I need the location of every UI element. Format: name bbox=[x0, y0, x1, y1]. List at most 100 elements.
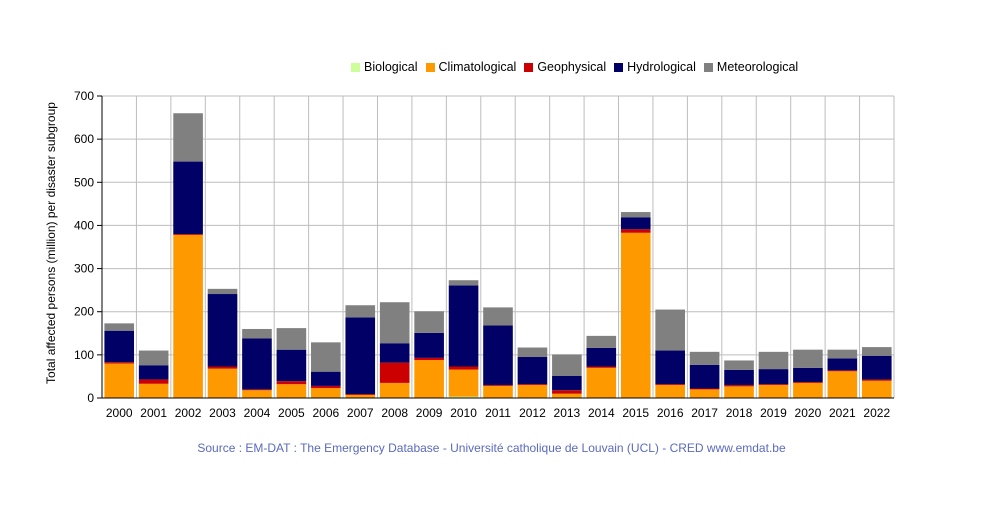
bar-segment-geophysical bbox=[173, 234, 203, 235]
x-tick-label: 2009 bbox=[416, 406, 443, 420]
bar-segment-climatological bbox=[655, 385, 685, 398]
x-tick-label: 2022 bbox=[863, 406, 890, 420]
bar-segment-meteorological bbox=[207, 288, 238, 295]
bar-segment-geophysical bbox=[861, 379, 892, 381]
bar-segment-biological bbox=[448, 396, 479, 398]
bar-segment-meteorological bbox=[414, 311, 444, 333]
legend-item-biological: Biological bbox=[351, 60, 418, 74]
bar-segment-geophysical bbox=[345, 394, 376, 395]
bar-segment-hydrological bbox=[517, 357, 548, 385]
bar-segment-meteorological bbox=[586, 335, 617, 348]
bar-segment-climatological bbox=[620, 232, 651, 398]
x-tick-label: 2018 bbox=[726, 406, 753, 420]
bar-segment-climatological bbox=[517, 385, 548, 398]
bar-segment-hydrological bbox=[448, 285, 479, 367]
bar-segment-hydrological bbox=[793, 367, 823, 383]
bar-segment-geophysical bbox=[207, 366, 238, 369]
bar-segment-hydrological bbox=[104, 330, 135, 363]
bar-segment-hydrological bbox=[483, 325, 513, 386]
x-tick-label: 2001 bbox=[140, 406, 167, 420]
bar-segment-climatological bbox=[345, 394, 376, 398]
bar-segment-geophysical bbox=[242, 389, 272, 391]
bar-segment-geophysical bbox=[758, 384, 789, 386]
x-tick-label: 2019 bbox=[760, 406, 787, 420]
bar-segment-meteorological bbox=[827, 349, 858, 359]
bar-segment-meteorological bbox=[483, 307, 513, 326]
bar-segment-climatological bbox=[104, 363, 135, 398]
bar-segment-meteorological bbox=[517, 347, 548, 358]
bar-segment-hydrological bbox=[758, 369, 789, 385]
bar-segment-climatological bbox=[173, 234, 203, 398]
x-tick-label: 2008 bbox=[381, 406, 408, 420]
x-tick-label: 2020 bbox=[795, 406, 822, 420]
bar-segment-meteorological bbox=[689, 351, 720, 365]
legend-label: Hydrological bbox=[627, 60, 696, 74]
legend-label: Geophysical bbox=[537, 60, 607, 74]
bar-segment-climatological bbox=[138, 383, 169, 398]
bar-segment-climatological bbox=[552, 393, 582, 398]
bar-segment-climatological bbox=[276, 384, 307, 398]
axes: 0 100 200 300 400 500 600 700 2000 2001 2002 2003 20… bbox=[74, 89, 894, 420]
bar-segment-hydrological bbox=[724, 369, 754, 386]
bar-segment-geophysical bbox=[655, 384, 685, 386]
bar-segment-geophysical bbox=[827, 370, 858, 372]
bar-segment-geophysical bbox=[104, 362, 135, 364]
bar-segment-geophysical bbox=[311, 385, 341, 389]
bar-segment-meteorological bbox=[655, 309, 685, 351]
bar-segment-hydrological bbox=[173, 161, 203, 235]
y-tick-label: 400 bbox=[74, 218, 94, 232]
legend-swatch bbox=[524, 62, 534, 72]
bar-segment-hydrological bbox=[207, 294, 238, 367]
bar-segment-meteorological bbox=[552, 354, 582, 376]
bar-segment-hydrological bbox=[827, 358, 858, 371]
x-tick-label: 2005 bbox=[278, 406, 305, 420]
bar-segment-hydrological bbox=[379, 343, 410, 363]
bar-segment-geophysical bbox=[276, 381, 307, 385]
bar-segment-climatological bbox=[827, 371, 858, 398]
legend-swatch bbox=[425, 62, 435, 72]
x-tick-label: 2000 bbox=[106, 406, 133, 420]
bar-segment-hydrological bbox=[655, 350, 685, 385]
bar-segment-geophysical bbox=[483, 385, 513, 386]
bar-segment-geophysical bbox=[724, 385, 754, 387]
x-tick-label: 2021 bbox=[829, 406, 856, 420]
bar-segment-meteorological bbox=[173, 113, 203, 162]
y-tick-label: 100 bbox=[74, 348, 94, 362]
bar-segment-meteorological bbox=[861, 347, 892, 356]
source-note: Source : EM-DAT : The Emergency Database… bbox=[197, 441, 786, 455]
bar-segment-hydrological bbox=[414, 332, 444, 358]
x-tick-label: 2013 bbox=[554, 406, 581, 420]
bar-segment-hydrological bbox=[311, 371, 341, 386]
bar-segment-meteorological bbox=[104, 323, 135, 331]
bar-segment-meteorological bbox=[724, 360, 754, 370]
bar-segment-meteorological bbox=[379, 302, 410, 344]
legend-swatch bbox=[351, 62, 360, 72]
legend-item-climatological: Climatological bbox=[425, 60, 517, 74]
legend-item-meteorological: Meteorological bbox=[703, 60, 799, 74]
bar-segment-climatological bbox=[793, 382, 823, 398]
bar-segment-meteorological bbox=[242, 328, 272, 339]
legend-label: Meteorological bbox=[716, 60, 799, 74]
bar-segment-geophysical bbox=[552, 390, 582, 394]
bar-segment-meteorological bbox=[345, 305, 376, 318]
bars bbox=[104, 113, 892, 398]
y-axis-label: Total affected persons (million) per dis… bbox=[44, 102, 58, 384]
legend-label: Biological bbox=[364, 60, 418, 74]
bar-segment-hydrological bbox=[345, 317, 376, 395]
legend: Biological Climatological Geophysical Hydro… bbox=[351, 60, 798, 74]
bar-segment-climatological bbox=[414, 360, 444, 398]
bar-segment-climatological bbox=[379, 382, 410, 398]
x-tick-label: 2003 bbox=[209, 406, 236, 420]
legend-label: Climatological bbox=[438, 60, 517, 74]
legend-item-hydrological: Hydrological bbox=[614, 60, 696, 74]
bar-segment-geophysical bbox=[793, 382, 823, 383]
y-tick-label: 0 bbox=[87, 391, 94, 405]
y-tick-label: 700 bbox=[74, 89, 94, 103]
x-tick-label: 2017 bbox=[691, 406, 718, 420]
bar-segment-hydrological bbox=[689, 364, 720, 389]
legend-swatch bbox=[614, 62, 624, 72]
x-tick-label: 2002 bbox=[175, 406, 202, 420]
bar-segment-geophysical bbox=[448, 366, 479, 370]
bar-segment-hydrological bbox=[586, 347, 617, 367]
